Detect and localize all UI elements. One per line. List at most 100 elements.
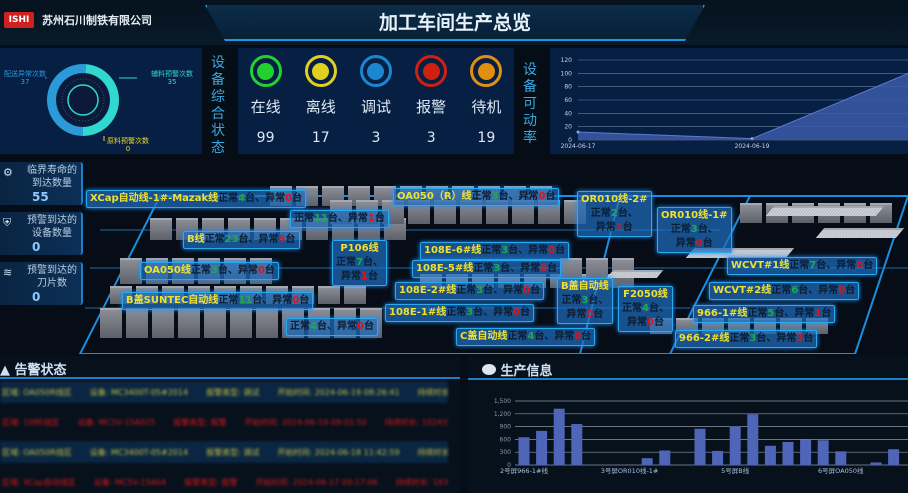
normal-count: 3 — [493, 263, 501, 274]
line-status-label[interactable]: C盖自动线正常4台、异常0台 — [456, 328, 596, 346]
normal-word: 正常 — [481, 245, 502, 256]
alert-cell: 区域: OA050R线区 — [2, 447, 72, 457]
card-value: 0 — [32, 290, 41, 304]
normal-word: 正常 — [290, 321, 310, 332]
unit: 台 — [617, 208, 628, 219]
unit: 台 — [238, 234, 249, 245]
conveyor-block — [765, 206, 885, 216]
abnormal-count: 0 — [523, 285, 531, 296]
alert-row[interactable]: 区域: OA050R线区 设备: MC3400T-05#2014 报警类型: 调试 开… — [0, 381, 448, 403]
line-status-label[interactable]: OA050（R）线正常3台、异常0台 — [393, 188, 560, 206]
donut-ring — [61, 78, 105, 122]
line-status-label[interactable]: 正常4台、异常0台 — [286, 318, 378, 336]
unit: 台 — [292, 193, 303, 204]
donut-value: 35 — [168, 78, 177, 86]
unit: 台 — [593, 309, 604, 320]
normal-count: 3 — [749, 333, 757, 344]
line-status-label[interactable]: OR010线-1# 正常3台、 异常0台 — [657, 207, 732, 253]
normal-count: 3 — [476, 285, 484, 296]
normal-count: 7 — [809, 260, 817, 271]
normal-count: 3 — [491, 191, 499, 202]
normal-count: 6 — [791, 285, 799, 296]
x-tick-label: 6号屏OA050线 — [818, 466, 864, 475]
donut-segment — [83, 64, 119, 136]
line-status-label[interactable]: 966-1#线正常5台、异常1台 — [693, 305, 836, 323]
line-name: 108E-6#线 — [424, 245, 482, 256]
y-tick-label: 80 — [564, 84, 572, 91]
separator: 、 — [227, 265, 238, 276]
line-name: P106线 — [340, 243, 379, 254]
normal-count: 11 — [314, 213, 328, 224]
line-status-label[interactable]: 正常11台、异常1台 — [290, 210, 389, 228]
line-name: 966-1#线 — [697, 308, 748, 319]
donut-label: 配送异常次数 — [4, 69, 46, 78]
abnormal-count: 0 — [574, 331, 582, 342]
page-title: 加工车间生产总览 — [205, 5, 705, 41]
abnormal-word: 异常 — [258, 234, 279, 245]
normal-count: 3 — [501, 245, 509, 256]
y-tick-label: 1,200 — [494, 411, 511, 418]
line-status-label[interactable]: OA050线正常3台、异常0台 — [140, 262, 279, 280]
line-status-label[interactable]: F2050线 正常4台、 异常0台 — [618, 286, 673, 332]
line-status-label[interactable]: P106线 正常7台、 异常1台 — [332, 240, 387, 286]
abnormal-count: 1 — [814, 308, 822, 319]
line-status-label[interactable]: B盖SUNTEC自动线正常11台、异常0台 — [122, 292, 314, 310]
y-tick-label: 60 — [564, 97, 572, 104]
machine-block — [126, 308, 148, 338]
stat-card: ⚙ 临界寿命的到达数量 55 — [0, 162, 83, 205]
status-label: 报警 — [416, 98, 447, 116]
status-item: 报警 3 — [409, 55, 454, 154]
donut-segment — [46, 63, 87, 136]
normal-word: 正常 — [294, 213, 314, 224]
normal-word: 正常 — [507, 331, 528, 342]
line-status-label[interactable]: WCVT#1线正常7台、异常0台 — [727, 257, 878, 275]
status-ring-icon — [359, 55, 392, 87]
alert-title: 告警状态 — [14, 363, 67, 378]
unit: 台 — [702, 238, 713, 249]
line-status-label[interactable]: 108E-5#线正常3台、异常0台 — [412, 260, 562, 278]
line-status-label[interactable]: B线正常23台、异常5台 — [183, 231, 300, 249]
line-status-label[interactable]: OR010线-2# 正常2台、 异常1台 — [577, 191, 652, 237]
donut-inner — [57, 74, 109, 126]
abnormal-word: 异常 — [518, 191, 539, 202]
status-dot — [367, 62, 385, 80]
unit: 台 — [285, 234, 296, 245]
alert-cell: 开始时间: 2024-06-17 09:17:06 — [255, 477, 378, 487]
warning-icon: ▲ — [0, 363, 10, 378]
status-ring-icon — [249, 55, 282, 87]
bar — [659, 450, 671, 465]
line-name: 108E-5#线 — [416, 263, 474, 274]
line-status-label[interactable]: XCap自动线-1#-Mazak线正常4台、异常0台 — [86, 190, 307, 208]
alert-row[interactable]: 区域: XCap自动线区 设备: MC5V-15A04 报警类型: 报警 开始时间: … — [0, 471, 448, 493]
abnormal-count: 0 — [292, 295, 300, 306]
line-status-label[interactable]: 108E-2#线正常3台、异常0台 — [395, 282, 545, 300]
x-tick-label: 2024-06-19 — [735, 143, 770, 150]
machine-block — [204, 308, 226, 338]
unit: 台 — [363, 321, 374, 332]
abnormal-count: 0 — [356, 321, 364, 332]
unit: 台 — [581, 331, 592, 342]
alert-row[interactable]: 区域: OA050R线区 设备: MC3400T-05#2014 报警类型: 调试 开… — [0, 441, 448, 463]
line-status-label[interactable]: 108E-6#线正常3台、异常0台 — [420, 242, 570, 260]
bar — [553, 408, 565, 465]
abnormal-word: 异常 — [341, 271, 361, 282]
line-status-label[interactable]: 108E-1#线正常3台、异常0台 — [385, 304, 535, 322]
line-status-label[interactable]: WCVT#2线正常6台、异常0台 — [709, 282, 860, 300]
unit: 台 — [545, 191, 556, 202]
machine-block — [150, 218, 172, 240]
abnormal-word: 异常 — [503, 285, 524, 296]
alert-row[interactable]: 区域: 108E线区 设备: MC5V-15A025 报警类型: 报警 开始时间: 2… — [0, 411, 448, 433]
abnormal-count: 0 — [548, 245, 556, 256]
status-value: 3 — [426, 130, 436, 146]
status-dot — [422, 62, 440, 80]
line-status-label[interactable]: 966-2#线正常3台、异常3台 — [675, 330, 818, 348]
alert-cell: 区域: 108E线区 — [2, 417, 60, 427]
availability-title: 设备可动率 — [523, 62, 537, 146]
abnormal-word: 异常 — [818, 285, 839, 296]
bar — [870, 462, 882, 465]
separator: 、 — [808, 285, 819, 296]
data-point — [750, 137, 754, 141]
bar — [764, 445, 776, 465]
line-status-label[interactable]: B盖自动线 正常3台、 异常0台 — [557, 278, 613, 324]
